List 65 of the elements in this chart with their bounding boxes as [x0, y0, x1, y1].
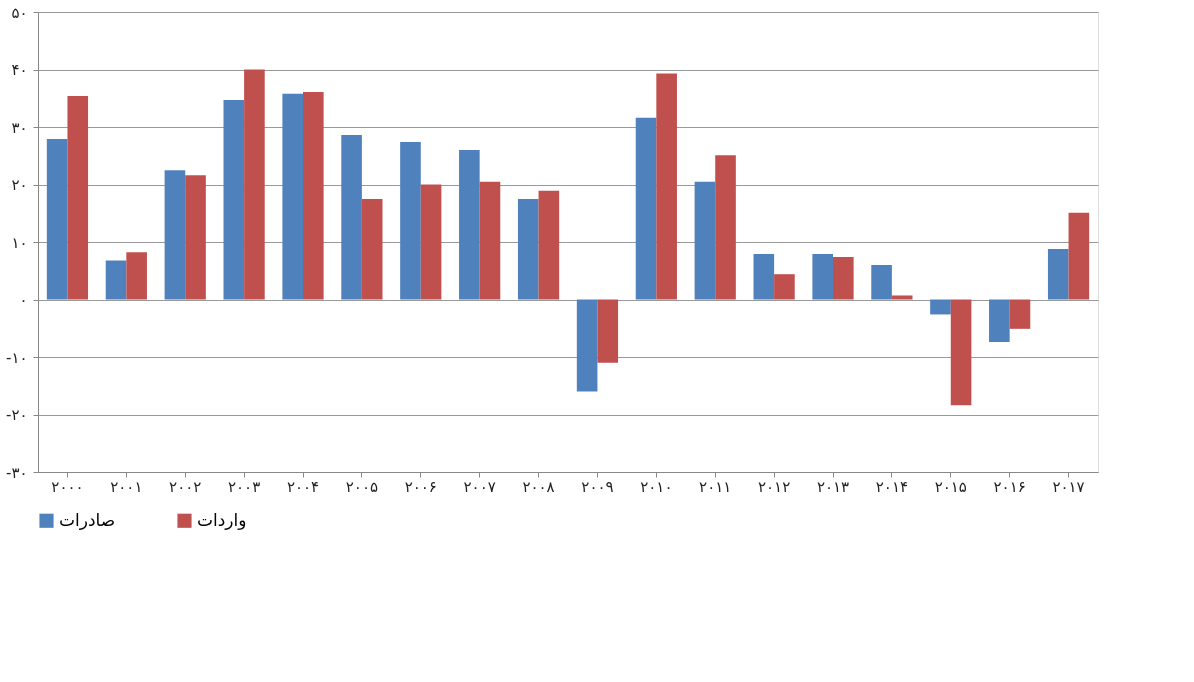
- bar: [538, 190, 560, 300]
- x-tick-label: ۲۰۰۳: [227, 477, 261, 496]
- x-tick-label: ۲۰۰۹: [581, 477, 614, 496]
- bar: [1047, 248, 1069, 300]
- bar: [282, 93, 303, 300]
- x-tick-label: ۲۰۰۸: [522, 477, 555, 496]
- x-tick-label: ۲۰۰۶: [404, 477, 437, 496]
- bar: [361, 198, 383, 300]
- x-tick-label: ۲۰۱۰: [640, 477, 673, 496]
- y-tick-label: -۳۰: [5, 463, 28, 482]
- y-tick-label: ۳۰: [11, 118, 28, 137]
- legend-label: صادرات: [59, 509, 116, 530]
- x-tick-label: ۲۰۱۶: [993, 477, 1026, 496]
- y-tick-label: ۱۰: [11, 233, 28, 252]
- bar: [635, 117, 657, 300]
- bar: [126, 252, 147, 300]
- bar: [930, 299, 951, 315]
- bar: [459, 150, 480, 300]
- bar: [576, 299, 598, 392]
- bar: [479, 181, 501, 300]
- x-tick-label: ۲۰۰۵: [345, 477, 379, 496]
- bar: [753, 254, 775, 300]
- bar: [105, 260, 127, 300]
- y-tick-label: ۴۰: [11, 61, 28, 79]
- bar: [517, 198, 539, 300]
- legend-label: واردات: [197, 509, 247, 530]
- bar: [833, 256, 854, 300]
- bar: [303, 91, 324, 300]
- bar: [715, 155, 736, 300]
- x-tick-label: ۲۰۱۷: [1052, 477, 1085, 496]
- bar: [597, 299, 619, 363]
- x-tick-label: ۲۰۰۱: [110, 477, 143, 496]
- x-tick-label: ۲۰۰۰: [51, 477, 84, 496]
- bar: [989, 299, 1010, 343]
- bar: [223, 99, 245, 300]
- x-tick-label: ۲۰۰۲: [169, 477, 202, 496]
- bar: [185, 175, 206, 300]
- x-tick-label: ۲۰۱۵: [934, 477, 967, 496]
- bar: [341, 135, 362, 300]
- bar: [950, 299, 972, 406]
- bar: [420, 184, 442, 300]
- bar: [871, 265, 892, 300]
- y-tick-label: ۲۰: [11, 176, 28, 194]
- bar: [812, 254, 833, 300]
- y-tick-label: ۵۰: [11, 3, 28, 22]
- bar: [891, 295, 913, 300]
- bar: [400, 141, 421, 300]
- x-tick-label: ۲۰۱۴: [875, 477, 909, 496]
- x-tick-label: ۲۰۰۴: [286, 477, 320, 496]
- y-tick-label: -۲۰: [5, 406, 28, 424]
- bar: [774, 274, 795, 300]
- x-tick-label: ۲۰۰۷: [463, 477, 496, 496]
- bar: [164, 170, 186, 300]
- bar: [1009, 299, 1031, 329]
- bar: [1068, 212, 1090, 300]
- bar: [694, 181, 716, 300]
- x-tick-label: ۲۰۱۱: [699, 477, 732, 496]
- bar: [46, 139, 68, 300]
- bar: [67, 95, 89, 300]
- x-tick-label: ۲۰۱۳: [816, 477, 850, 496]
- x-tick-label: ۲۰۱۲: [757, 477, 791, 496]
- y-tick-label: -۱۰: [5, 348, 28, 367]
- y-tick-label: ۰: [19, 291, 28, 309]
- bar: [244, 69, 265, 300]
- bar: [656, 73, 677, 300]
